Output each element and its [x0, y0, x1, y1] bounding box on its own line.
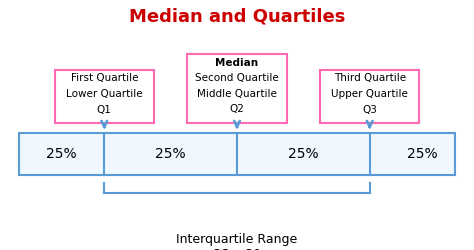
Text: Second Quartile: Second Quartile: [195, 74, 279, 84]
Text: Third Quartile: Third Quartile: [334, 74, 406, 84]
Text: Middle Quartile: Middle Quartile: [197, 89, 277, 99]
Text: First Quartile: First Quartile: [71, 74, 138, 84]
Text: Interquartile Range
Q3 – Q1: Interquartile Range Q3 – Q1: [176, 232, 298, 250]
Text: Median and Quartiles: Median and Quartiles: [129, 8, 345, 26]
Text: Q1: Q1: [97, 104, 112, 115]
Text: 25%: 25%: [155, 147, 186, 161]
Text: Q2: Q2: [229, 104, 245, 115]
Text: 25%: 25%: [407, 147, 437, 161]
Text: Q3: Q3: [362, 104, 377, 115]
Bar: [187, 54, 287, 122]
Bar: [320, 70, 419, 122]
Text: Lower Quartile: Lower Quartile: [66, 89, 143, 99]
Text: 25%: 25%: [288, 147, 319, 161]
Bar: [19, 132, 455, 175]
Text: 25%: 25%: [46, 147, 77, 161]
Bar: [55, 70, 154, 122]
Text: Upper Quartile: Upper Quartile: [331, 89, 408, 99]
Text: Median: Median: [216, 58, 258, 68]
